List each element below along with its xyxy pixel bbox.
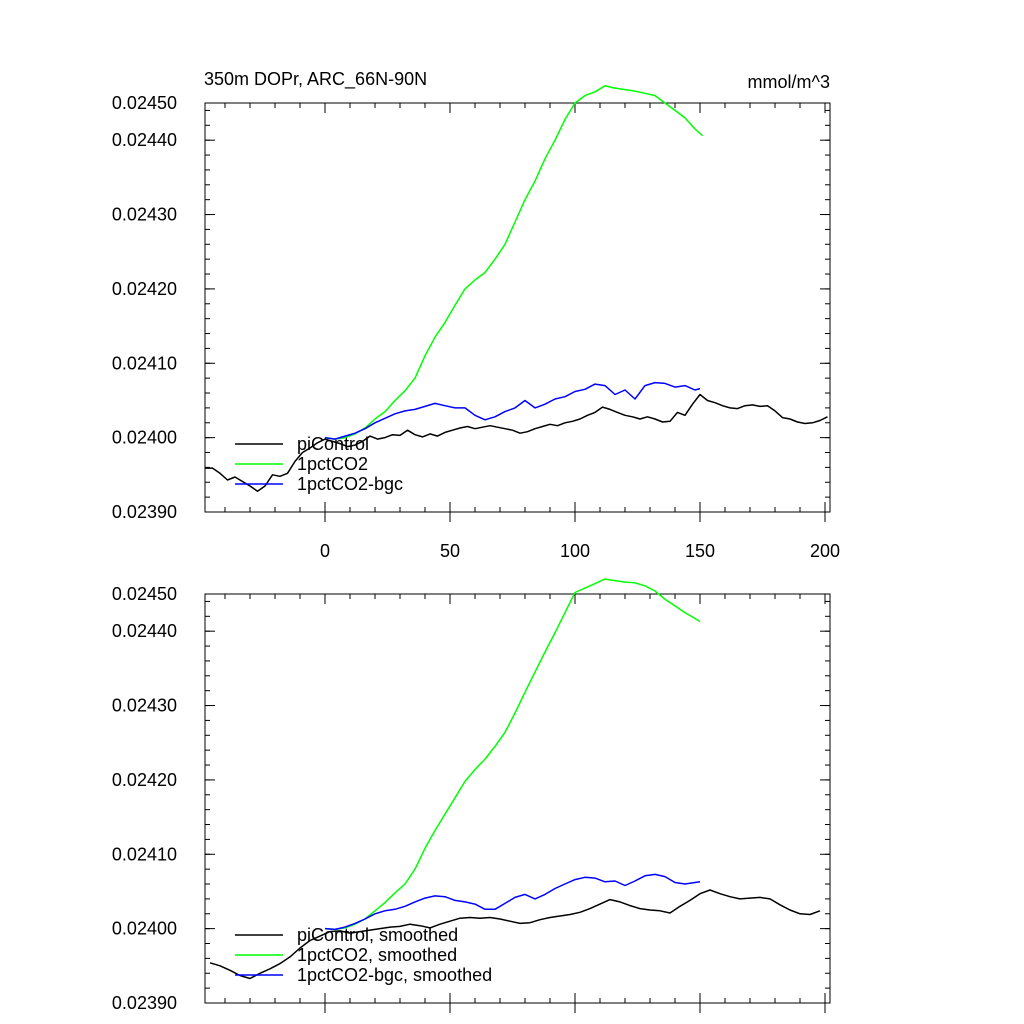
chart-title-left: 350m DOPr, ARC_66N-90N xyxy=(204,69,427,90)
x-tick-label: 150 xyxy=(685,541,715,561)
x-tick-label: 50 xyxy=(440,541,460,561)
y-tick-label: 0.02450 xyxy=(112,93,177,113)
y-tick-label: 0.02440 xyxy=(112,621,177,641)
series-line-picontrol xyxy=(209,889,821,980)
series-line-1pctco2-bgc xyxy=(324,873,701,931)
legend-label: 1pctCO2, smoothed xyxy=(297,945,457,965)
series-line-1pctco2 xyxy=(324,85,703,440)
y-tick-label: 0.02430 xyxy=(112,205,177,225)
y-tick-label: 0.02420 xyxy=(112,279,177,299)
y-tick-label: 0.02390 xyxy=(112,502,177,522)
plot-frame xyxy=(204,593,831,1004)
y-tick-label: 0.02420 xyxy=(112,770,177,790)
series-line-1pctco2 xyxy=(324,578,701,931)
y-tick-label: 0.02430 xyxy=(112,696,177,716)
y-tick-label: 0.02400 xyxy=(112,428,177,448)
y-tick-label: 0.02410 xyxy=(112,844,177,864)
x-tick-label: 200 xyxy=(810,541,840,561)
legend-label: 1pctCO2-bgc xyxy=(297,474,403,494)
legend-label: 1pctCO2-bgc, smoothed xyxy=(297,965,492,985)
legend-label: piControl xyxy=(297,434,369,454)
series-line-picontrol xyxy=(205,393,828,492)
legend-label: piControl, smoothed xyxy=(297,925,458,945)
y-tick-label: 0.02390 xyxy=(112,993,177,1013)
chart-panel-1: 0.02390 0.02400 0.02410 0.02420 0.02430 0.024… xyxy=(112,85,840,561)
x-tick-label: 100 xyxy=(560,541,590,561)
plot-frame xyxy=(204,102,831,513)
x-tick-label: 0 xyxy=(320,541,330,561)
series-line-1pctco2-bgc xyxy=(324,381,701,440)
legend-label: 1pctCO2 xyxy=(297,454,368,474)
y-tick-label: 0.02450 xyxy=(112,584,177,604)
chart-units-label: mmol/m^3 xyxy=(748,72,830,92)
chart-panel-2: 0.02390 0.02400 0.02410 0.02420 0.02430 0.024… xyxy=(112,578,831,1013)
y-tick-label: 0.02410 xyxy=(112,353,177,373)
y-tick-label: 0.02440 xyxy=(112,130,177,150)
y-tick-label: 0.02400 xyxy=(112,919,177,939)
